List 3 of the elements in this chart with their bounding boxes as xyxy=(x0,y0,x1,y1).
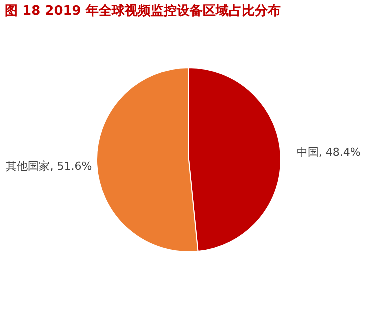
slice-label: 中国, 48.4% xyxy=(296,146,361,159)
chart-title: 图 18 2019 年全球视频监控设备区域占比分布 xyxy=(5,3,281,19)
slice-label: 其他国家, 51.6% xyxy=(6,160,92,174)
